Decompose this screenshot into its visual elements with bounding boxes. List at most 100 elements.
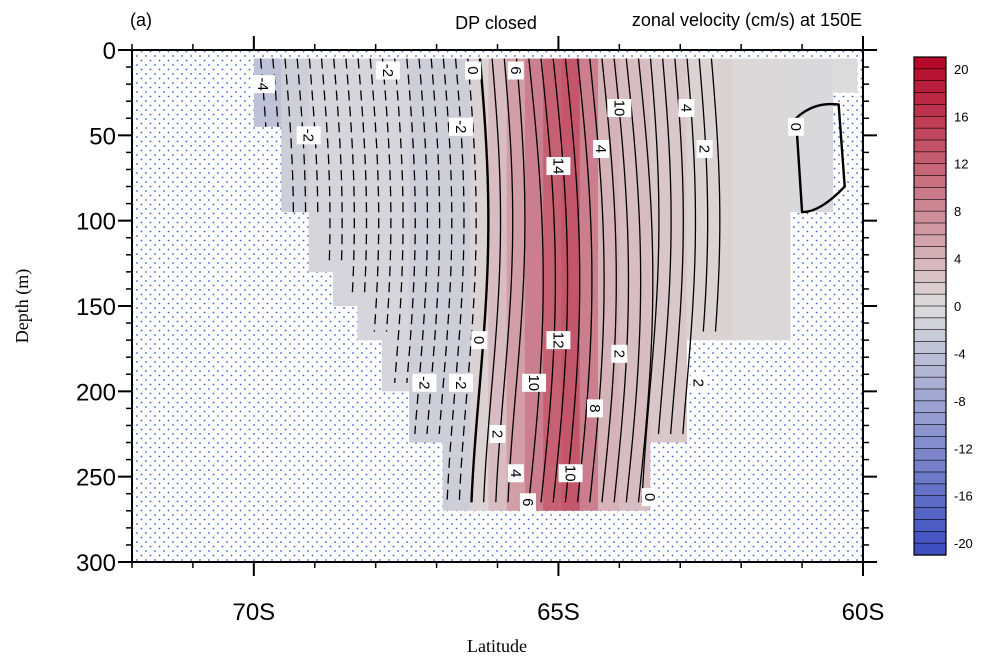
colorbar-label: 12 — [954, 157, 968, 172]
colorbar-label: 0 — [954, 299, 961, 314]
contour-line — [564, 58, 581, 503]
contour-line — [528, 58, 544, 503]
y-tick-label: 100 — [76, 209, 116, 236]
contour-label: 8 — [586, 399, 603, 418]
svg-text:0: 0 — [787, 123, 804, 131]
contour-line — [426, 58, 441, 435]
colorbar-segment — [913, 424, 947, 438]
colorbar-segment — [913, 92, 947, 106]
colorbar-segment — [913, 293, 947, 307]
colorbar: 20 16 12 8 4 0 -4 -8 -12 -16 -20 — [913, 56, 973, 556]
colorbar-segment — [913, 56, 947, 70]
plot-area: -4 -2 -2 0 6 -2 10 4 4 2 14 0 0 12 2 -2 -2 10 2 8 2 4 10 0 6 — [132, 50, 863, 562]
y-tick-label: 150 — [76, 294, 116, 321]
colorbar-segment — [913, 198, 947, 212]
colorbar-frame — [913, 56, 947, 556]
colorbar-segment — [913, 305, 947, 319]
svg-text:14: 14 — [549, 158, 566, 175]
x-axis: 70S 65S 60S — [131, 36, 885, 626]
svg-text:10: 10 — [562, 465, 579, 482]
contour-line — [682, 58, 697, 435]
contour-label: 4 — [677, 99, 695, 118]
contour-line — [482, 58, 502, 503]
colorbar-label: -8 — [954, 394, 966, 409]
colorbar-segment — [913, 329, 947, 343]
colorbar-label: 20 — [954, 62, 968, 77]
colorbar-segment — [913, 246, 947, 260]
contour-line — [381, 58, 392, 332]
colorbar-segment — [913, 234, 947, 248]
colorbar-segment — [913, 353, 947, 366]
colorbar-segment — [913, 127, 947, 141]
x-tick-label: 65S — [537, 599, 580, 626]
svg-text:-2: -2 — [452, 376, 469, 389]
svg-text:10: 10 — [610, 100, 627, 117]
svg-text:0: 0 — [470, 336, 487, 344]
colorbar-segment — [913, 281, 947, 295]
contour-label: 2 — [610, 344, 628, 363]
contour-label: 2 — [690, 373, 707, 392]
x-tick-label: 60S — [842, 599, 885, 626]
contour-line — [369, 58, 380, 332]
colorbar-segment — [913, 270, 947, 283]
panel-label: (a) — [130, 10, 152, 30]
contour-label: -2 — [296, 126, 321, 145]
contour-line — [637, 58, 654, 503]
colorbar-segment — [913, 388, 947, 402]
contour-line — [552, 58, 569, 503]
contour-line — [540, 58, 557, 503]
contour-label: 6 — [507, 61, 524, 80]
ocean-column — [579, 58, 599, 511]
colorbar-segment — [913, 341, 947, 355]
contour-line — [446, 58, 465, 503]
contour-label: 6 — [519, 493, 536, 512]
colorbar-label: -12 — [954, 441, 973, 456]
contour-line — [438, 58, 453, 435]
contour-label: 0 — [641, 488, 658, 507]
contour-label: -2 — [375, 61, 400, 80]
colorbar-segment — [913, 258, 947, 272]
svg-text:-2: -2 — [415, 376, 432, 389]
contour-label: 0 — [787, 117, 804, 136]
x-tick-label: 70S — [232, 599, 275, 626]
colorbar-segment — [913, 187, 947, 200]
contour-label: 0 — [470, 331, 488, 350]
svg-text:12: 12 — [549, 332, 566, 349]
colorbar-segment — [913, 519, 947, 532]
y-tick-label: 250 — [76, 465, 116, 492]
colorbar-segment — [913, 412, 947, 426]
colorbar-segment — [913, 104, 947, 117]
colorbar-segment — [913, 151, 947, 165]
contour-label: -4 — [250, 75, 275, 94]
colorbar-segment — [913, 483, 947, 497]
y-tick-label: 0 — [103, 38, 116, 65]
contour-label: 10 — [522, 373, 547, 392]
contour-label: -2 — [448, 373, 473, 392]
contour-line — [284, 58, 295, 213]
contour-line — [394, 58, 404, 383]
svg-text:6: 6 — [519, 498, 536, 506]
contour-label: -2 — [448, 117, 473, 136]
contour-line — [414, 58, 429, 435]
svg-text:8: 8 — [586, 404, 603, 412]
contour-line — [458, 58, 477, 503]
contour-line — [698, 58, 709, 332]
contour-line — [710, 58, 721, 332]
colorbar-segment — [913, 471, 947, 485]
contour-line — [670, 58, 684, 435]
contour-labels: -4 -2 -2 0 6 -2 10 4 4 2 14 0 0 12 2 -2 -2 10 2 8 2 4 10 0 6 — [250, 61, 804, 512]
y-axis-title: Depth (m) — [12, 269, 33, 343]
contour-label: 10 — [607, 99, 632, 118]
contour-line — [507, 58, 526, 503]
colorbar-segment — [913, 139, 947, 153]
colorbar-label: 4 — [954, 252, 961, 267]
contour-line — [657, 58, 672, 435]
svg-text:10: 10 — [525, 374, 542, 391]
contour-line — [470, 58, 490, 503]
svg-text:2: 2 — [489, 430, 506, 438]
contour-line — [296, 58, 307, 213]
contour-label: 2 — [696, 139, 713, 158]
colorbar-segment — [913, 80, 947, 94]
